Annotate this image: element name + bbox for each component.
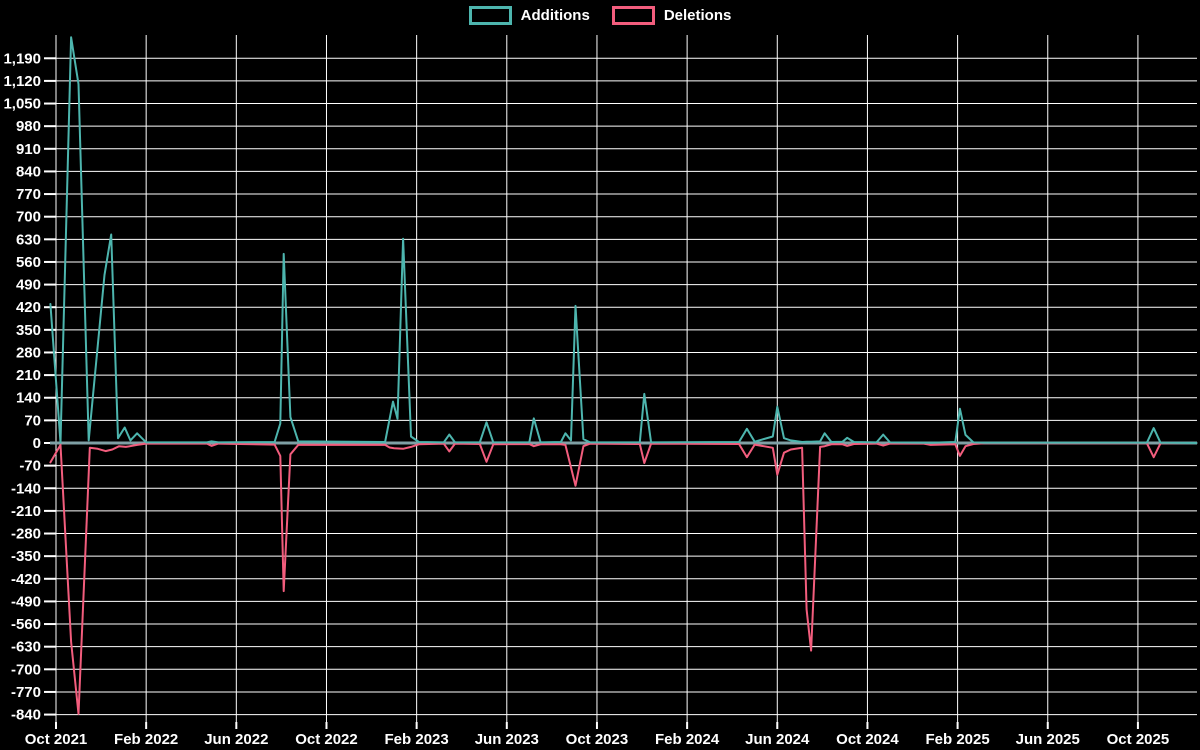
legend-item-deletions[interactable]: Deletions	[611, 6, 732, 25]
x-axis-label: Oct 2023	[566, 731, 629, 748]
x-axis-label: Oct 2021	[25, 731, 88, 748]
deletions-swatch-icon	[611, 6, 655, 25]
y-axis-label: -840	[11, 707, 41, 724]
x-axis-label: Jun 2023	[475, 731, 539, 748]
y-axis-label: -630	[11, 639, 41, 656]
y-axis-label: 700	[16, 209, 41, 226]
y-axis-label: 210	[16, 367, 41, 384]
y-axis-label: -420	[11, 571, 41, 588]
y-axis-label: -770	[11, 684, 41, 701]
y-axis-label: -210	[11, 503, 41, 520]
y-axis-label: 1,050	[3, 96, 41, 113]
y-axis-label: -280	[11, 526, 41, 543]
y-axis-label: -490	[11, 593, 41, 610]
y-axis-label: 770	[16, 186, 41, 203]
additions-legend-label: Additions	[520, 7, 590, 24]
y-axis-label: 1,120	[3, 73, 41, 90]
x-axis-label: Feb 2025	[925, 731, 989, 748]
y-axis-label: -700	[11, 661, 41, 678]
x-axis-label: Oct 2024	[836, 731, 899, 748]
additions-series-line	[49, 36, 1198, 444]
y-axis-label: -560	[11, 616, 41, 633]
x-axis-label: Oct 2022	[295, 731, 358, 748]
x-axis-label: Feb 2023	[385, 731, 449, 748]
y-axis-label: 630	[16, 231, 41, 248]
y-axis-label: 0	[33, 435, 41, 452]
x-axis-label: Jun 2024	[745, 731, 810, 748]
x-axis-label: Feb 2022	[114, 731, 178, 748]
legend: Additions Deletions	[0, 6, 1200, 25]
x-axis-label: Feb 2024	[655, 731, 720, 748]
deletions-legend-label: Deletions	[663, 7, 732, 24]
y-axis-label: 1,190	[3, 50, 41, 67]
x-axis-label: Jun 2022	[204, 731, 268, 748]
y-axis-label: 280	[16, 344, 41, 361]
deletions-series-line	[49, 442, 1198, 715]
legend-item-additions[interactable]: Additions	[468, 6, 590, 25]
additions-swatch-icon	[468, 6, 512, 25]
x-axis-label: Jun 2025	[1016, 731, 1080, 748]
y-axis-label: 420	[16, 299, 41, 316]
y-axis-label: -350	[11, 548, 41, 565]
y-axis-label: 490	[16, 277, 41, 294]
x-axis-label: Oct 2025	[1107, 731, 1170, 748]
y-axis-label: 910	[16, 141, 41, 158]
y-axis-label: 840	[16, 163, 41, 180]
y-axis-label: 140	[16, 390, 41, 407]
y-axis-label: -140	[11, 480, 41, 497]
y-axis-label: 70	[24, 412, 41, 429]
y-axis-label: -70	[19, 458, 41, 475]
y-axis-label: 350	[16, 322, 41, 339]
y-axis-label: 560	[16, 254, 41, 271]
y-axis-label: 980	[16, 118, 41, 135]
